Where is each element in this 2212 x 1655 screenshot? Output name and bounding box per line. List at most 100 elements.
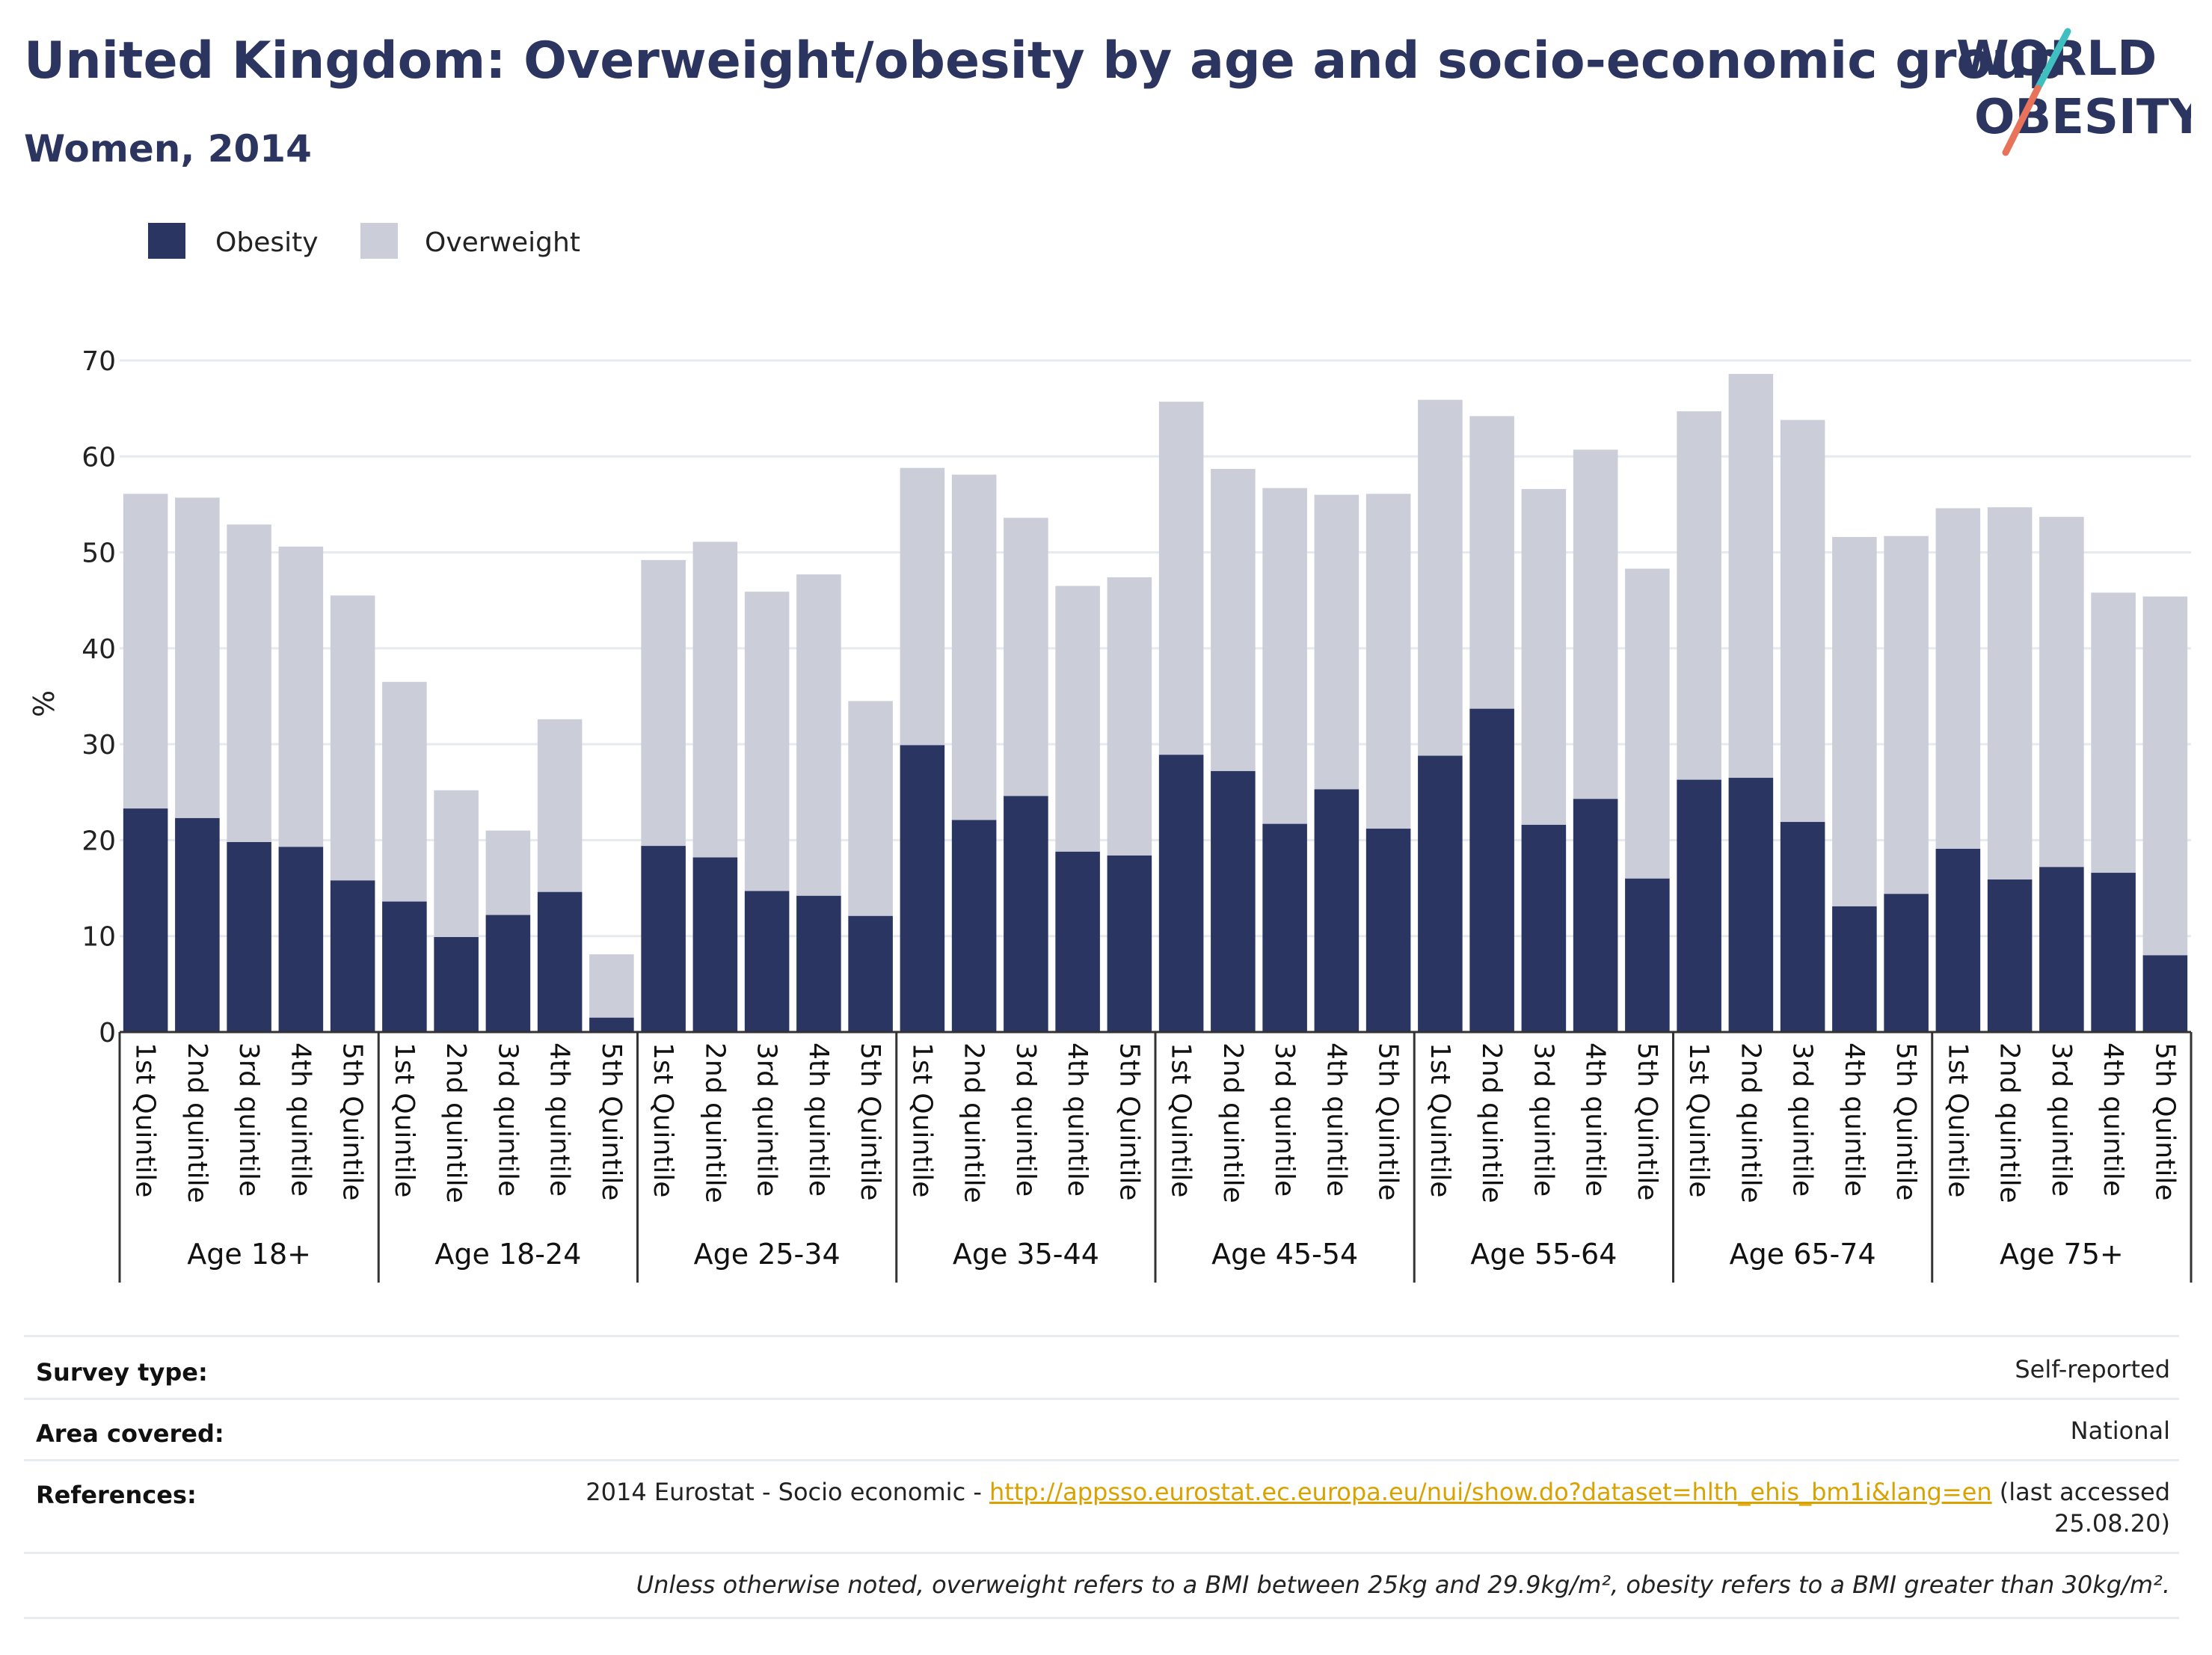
x-tick-label: 3rd quintile	[2046, 1043, 2077, 1197]
group-label: Age 35-44	[953, 1238, 1099, 1271]
x-tick-label: 5th Quintile	[1632, 1043, 1662, 1201]
bar-obesity	[1521, 824, 1567, 1032]
bar-overweight	[175, 497, 220, 818]
x-tick-label: 1st Quintile	[130, 1043, 161, 1197]
references-link[interactable]: http://appsso.eurostat.ec.europa.eu/nui/…	[989, 1478, 1992, 1506]
bar-overweight	[1728, 373, 1774, 779]
bar-obesity	[1004, 796, 1048, 1032]
logo-slash-teal	[2034, 28, 2071, 92]
legend-label-obesity: Obesity	[215, 227, 319, 258]
bar-obesity	[1987, 879, 2033, 1032]
bar-obesity	[123, 808, 168, 1032]
bar-overweight	[227, 524, 271, 842]
y-tick-label: 20	[82, 826, 116, 856]
x-tick-label: 5th Quintile	[1890, 1043, 1921, 1201]
group-label: Age 18-24	[434, 1238, 581, 1271]
bar-overweight	[1625, 568, 1670, 879]
info-row-survey-type: Survey type: Self-reported	[24, 1335, 2179, 1400]
bar-overweight	[330, 595, 375, 881]
bar-overweight	[796, 574, 841, 896]
y-tick-label: 30	[82, 730, 116, 761]
bar-overweight	[1365, 494, 1411, 829]
x-tick-label: 1st Quintile	[1425, 1043, 1455, 1197]
info-row-area: Area covered: National	[24, 1398, 2179, 1461]
bar-obesity	[485, 915, 531, 1032]
x-tick-label: 4th quintile	[1062, 1043, 1093, 1197]
area-value: National	[2070, 1416, 2170, 1445]
bar-overweight	[278, 546, 324, 847]
bar-overweight	[641, 559, 686, 847]
bar-overweight	[1418, 399, 1463, 756]
bars	[123, 373, 2188, 1032]
bar-overweight	[848, 701, 893, 916]
bar-obesity	[1211, 771, 1256, 1032]
x-tick-label: 2nd quintile	[1994, 1043, 2025, 1203]
bar-overweight	[1107, 577, 1152, 856]
x-tick-label: 5th Quintile	[855, 1043, 885, 1201]
logo-slash-coral	[2002, 85, 2042, 156]
bar-overweight	[382, 681, 427, 902]
group-label: Age 18+	[187, 1238, 311, 1271]
x-tick-label: 4th quintile	[1580, 1043, 1611, 1197]
bar-overweight	[434, 790, 479, 937]
bar-obesity	[1418, 755, 1463, 1032]
bar-obesity	[1780, 822, 1825, 1032]
bar-overweight	[485, 830, 531, 915]
x-tick-label: 2nd quintile	[699, 1043, 730, 1203]
definition-note: Unless otherwise noted, overweight refer…	[636, 1570, 2170, 1599]
bar-obesity	[1365, 829, 1411, 1032]
bar-overweight	[1004, 518, 1048, 796]
bar-obesity	[434, 936, 479, 1032]
bar-obesity	[537, 891, 583, 1032]
legend-swatch-obesity	[148, 223, 185, 259]
x-tick-label: 3rd quintile	[752, 1043, 782, 1197]
legend-swatch-overweight	[360, 223, 398, 259]
group-label: Age 25-34	[694, 1238, 841, 1271]
bar-overweight	[951, 474, 997, 820]
x-tick-label: 5th Quintile	[1113, 1043, 1144, 1201]
bar-obesity	[1573, 799, 1618, 1032]
info-row-references: References: 2014 Eurostat - Socio econom…	[24, 1459, 2179, 1554]
x-tick-label: 3rd quintile	[1010, 1043, 1041, 1197]
bar-overweight	[1987, 507, 2033, 880]
bar-obesity	[1314, 789, 1360, 1032]
x-tick-label: 3rd quintile	[1787, 1043, 1818, 1197]
bar-overweight	[1832, 537, 1877, 906]
bar-obesity	[1158, 755, 1204, 1032]
bar-overweight	[2091, 592, 2136, 873]
y-tick-label: 40	[82, 634, 116, 665]
y-tick-label: 0	[99, 1018, 116, 1048]
x-tick-label: 4th quintile	[285, 1043, 316, 1197]
bar-overweight	[1262, 488, 1307, 824]
x-tick-label: 4th quintile	[803, 1043, 834, 1197]
bar-overweight	[900, 467, 945, 746]
x-tick-label: 2nd quintile	[959, 1043, 989, 1203]
bar-obesity	[330, 880, 375, 1032]
bar-obesity	[692, 857, 738, 1032]
group-label: Age 45-54	[1211, 1238, 1358, 1271]
bar-obesity	[1107, 855, 1152, 1032]
x-tick-label: 5th Quintile	[596, 1043, 627, 1201]
x-tick-label: 5th Quintile	[1373, 1043, 1404, 1201]
x-tick-label: 1st Quintile	[906, 1043, 937, 1197]
bar-obesity	[2039, 867, 2084, 1032]
bar-obesity	[848, 915, 893, 1032]
references-value: 2014 Eurostat - Socio economic - http://…	[586, 1476, 2170, 1539]
group-label: Age 75+	[2000, 1238, 2124, 1271]
bar-obesity	[278, 847, 324, 1032]
bar-obesity	[744, 891, 790, 1032]
bar-obesity	[227, 841, 271, 1032]
y-axis-ticks: 0 10 20 30 40 50 60 70	[82, 346, 116, 1048]
bar-overweight	[2142, 596, 2188, 956]
bar-overweight	[123, 494, 168, 809]
grid-lines	[120, 359, 2191, 938]
survey-type-value: Self-reported	[2015, 1355, 2170, 1384]
bar-overweight	[1158, 402, 1204, 755]
bar-obesity	[1832, 906, 1877, 1032]
bar-obesity	[382, 901, 427, 1032]
bar-obesity	[1884, 894, 1929, 1032]
y-tick-label: 60	[82, 442, 116, 473]
bar-obesity	[900, 745, 945, 1032]
bar-overweight	[1469, 416, 1514, 709]
bar-overweight	[1521, 488, 1567, 825]
